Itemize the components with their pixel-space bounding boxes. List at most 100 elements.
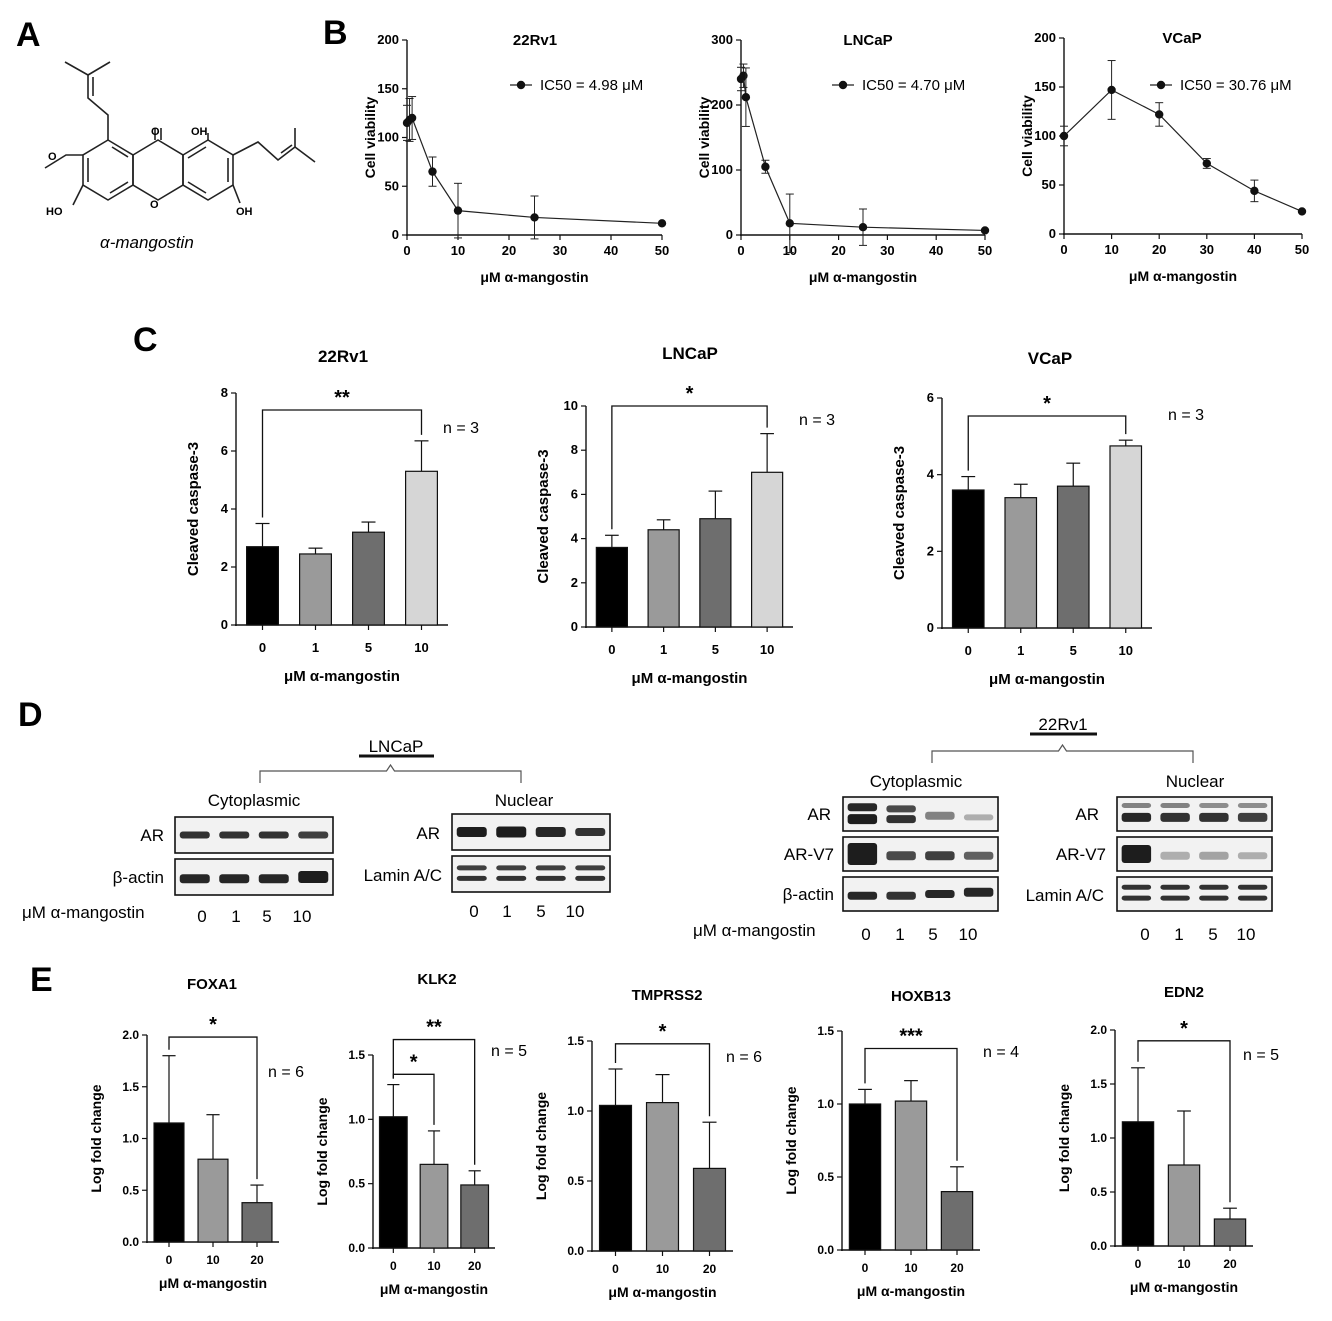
protein-band [456, 865, 487, 871]
y-tick-label: 2.0 [1090, 1023, 1107, 1037]
dose-value: 0 [861, 925, 870, 944]
x-tick-label: 5 [712, 642, 719, 657]
methoxy-group [44, 154, 83, 169]
bar [940, 1190, 974, 1251]
protein-band [963, 814, 994, 821]
y-tick-label: 2 [221, 559, 228, 574]
y-tick-label: 0.5 [817, 1170, 834, 1184]
blot-lncap-nuc-ar [451, 813, 611, 851]
left-ring-double-bond [111, 146, 129, 158]
x-tick-label: 10 [414, 640, 428, 655]
row-label-ar-v7-nuclear: AR-V7 [1056, 845, 1106, 864]
y-tick-label: 2 [927, 543, 934, 558]
y-tick-label: 200 [711, 97, 733, 112]
chart-title: 22Rv1 [513, 32, 557, 49]
significance-bracket [864, 1047, 958, 1161]
blot-rv1-cyto-actin [842, 876, 999, 912]
protein-band [1199, 812, 1229, 822]
protein-band [1160, 803, 1190, 808]
significance-bracket [168, 1036, 258, 1180]
x-tick-label: 10 [1119, 643, 1133, 658]
blot-rv1-nuc-ar [1116, 796, 1273, 832]
significance-label: * [1043, 393, 1051, 415]
dose-value: 5 [262, 907, 271, 926]
bar [894, 1100, 928, 1251]
protein-band [298, 871, 329, 883]
significance-label: * [209, 1014, 217, 1036]
y-tick-label: 0 [571, 619, 578, 634]
x-tick-label: 20 [950, 1261, 964, 1275]
bar [299, 553, 333, 626]
right-ring [182, 139, 234, 201]
x-axis-label: μM α-mangostin [857, 1283, 965, 1299]
y-tick-label: 0.0 [567, 1244, 584, 1258]
y-axis-label: Log fold change [533, 1092, 549, 1200]
bar [1213, 1218, 1247, 1247]
x-tick-label: 20 [831, 243, 845, 258]
protein-band [1199, 895, 1229, 901]
y-axis-label: Log fold change [783, 1086, 799, 1194]
dose-value-nuclear: 5 [536, 902, 545, 921]
y-axis-label: Cleaved caspase-3 [535, 449, 552, 583]
bar [241, 1202, 273, 1243]
hydroxyl-label-right: OH [236, 206, 253, 218]
sample-size-note: n = 6 [268, 1064, 304, 1081]
bar [699, 518, 732, 628]
bar-chart-e4: 0.0 0.5 1.0 1.5 0 10 20 HOXB13 μM α-mangostin Log… [783, 988, 1019, 1299]
x-tick-label: 40 [604, 243, 618, 258]
y-tick-label: 1.0 [348, 1112, 365, 1126]
row-label-ar-v7: AR-V7 [784, 845, 834, 864]
fraction-label-nuclear: Nuclear [1166, 772, 1225, 791]
prenyl-double-bond-right [280, 144, 293, 154]
chart-title: VCaP [1028, 349, 1072, 368]
row-label-ar: AR [140, 826, 164, 845]
protein-band [925, 811, 955, 820]
y-tick-label: 200 [1034, 30, 1056, 45]
bar [647, 529, 680, 628]
protein-band [847, 814, 878, 825]
protein-band [496, 875, 527, 881]
row-label-lamin: Lamin A/C [1026, 886, 1104, 905]
y-tick-label: 0.5 [122, 1183, 139, 1197]
sample-size-note: n = 4 [983, 1044, 1019, 1061]
bar [352, 531, 386, 626]
x-tick-label: 0 [965, 643, 972, 658]
x-tick-label: 0 [259, 640, 266, 655]
compound-name: α-mangostin [100, 233, 194, 252]
data-point [1250, 186, 1259, 196]
blot-rv1-nuc-lamin [1116, 876, 1273, 912]
x-tick-label: 20 [250, 1253, 264, 1267]
protein-band [575, 828, 606, 836]
dose-value-nuclear: 10 [1237, 925, 1256, 944]
y-tick-label: 0 [726, 227, 733, 242]
protein-band [179, 831, 210, 839]
y-tick-label: 8 [221, 385, 228, 400]
x-tick-label: 10 [1104, 242, 1118, 257]
y-axis-label: Cleaved caspase-3 [185, 442, 202, 576]
x-tick-label: 30 [880, 243, 894, 258]
protein-band [219, 831, 250, 839]
blot-rv1-nuc-arv7 [1116, 836, 1273, 872]
bar [1004, 497, 1038, 629]
protein-band [535, 875, 566, 881]
y-tick-label: 2 [571, 575, 578, 590]
legend-marker [516, 80, 526, 90]
data-point [980, 226, 990, 235]
row-label-beta-actin: β-actin [113, 868, 164, 887]
x-tick-label: 40 [929, 243, 943, 258]
y-tick-label: 0.0 [817, 1243, 834, 1257]
y-tick-label: 4 [571, 531, 579, 546]
significance-label: * [686, 383, 694, 405]
y-tick-label: 1.5 [567, 1034, 584, 1048]
protein-band [847, 891, 878, 900]
bar [692, 1167, 727, 1252]
bar [460, 1184, 490, 1249]
significance-label: ** [334, 387, 350, 409]
significance-label: * [659, 1021, 667, 1043]
x-tick-label: 5 [365, 640, 372, 655]
x-tick-label: 0 [608, 642, 615, 657]
data-point [858, 223, 868, 232]
protein-band [886, 805, 916, 813]
significance-label: ** [426, 1017, 442, 1039]
x-axis-label: μM α-mangostin [1129, 268, 1237, 284]
